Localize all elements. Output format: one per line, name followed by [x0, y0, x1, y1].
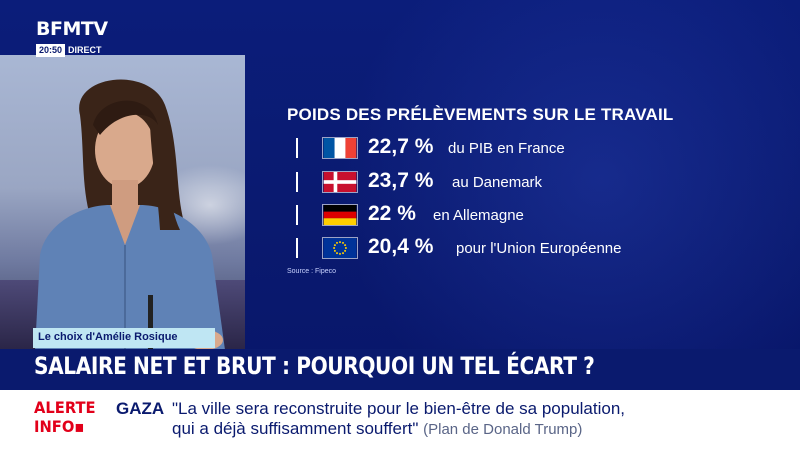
presenter-figure	[35, 79, 225, 350]
stat-label: du PIB en France	[448, 140, 565, 157]
stat-label: au Danemark	[452, 174, 543, 191]
france-flag-icon	[322, 137, 358, 159]
germany-flag-icon	[322, 204, 358, 226]
stat-label: pour l'Union Européenne	[456, 240, 622, 257]
eu-flag-icon	[322, 237, 358, 259]
headline-bar: SALAIRE NET ET BRUT : POURQUOI UN TEL ÉC…	[0, 349, 800, 390]
ticker-text-line2: qui a déjà suffisamment souffert" (Plan …	[172, 419, 582, 439]
ticker-topic: GAZA	[116, 399, 165, 418]
row-marker	[296, 138, 298, 158]
stat-value: 22 %	[368, 202, 416, 225]
broadcast-stage: BFMTV 20:50 DIRECT POIDS DES PRÉLÈVEMENTS…	[0, 0, 800, 390]
ticker-attribution: (Plan de Donald Trump)	[423, 421, 583, 438]
stat-value: 23,7 %	[368, 169, 434, 192]
alert-dot-icon: ▪	[74, 417, 85, 436]
stat-value: 22,7 %	[368, 135, 434, 158]
source-note: Source : Fipeco	[287, 268, 337, 275]
headline: SALAIRE NET ET BRUT : POURQUOI UN TEL ÉC…	[34, 352, 595, 380]
presenter-video	[0, 55, 245, 350]
row-marker	[296, 238, 298, 258]
broadcast-time: 20:50	[36, 44, 66, 57]
alert-label-line1: ALERTE	[34, 398, 96, 417]
ticker-quote-end: qui a déjà suffisamment souffert"	[172, 419, 419, 438]
row-marker	[296, 205, 298, 225]
channel-name: BFMTV	[36, 18, 108, 40]
stat-value: 20,4 %	[368, 235, 434, 258]
denmark-flag-icon	[322, 171, 358, 193]
live-label: DIRECT	[68, 45, 102, 55]
presenter-name-tag: Le choix d'Amélie Rosique	[33, 328, 215, 348]
stat-label: en Allemagne	[433, 207, 524, 224]
row-marker	[296, 172, 298, 192]
alert-info-label: ALERTE INFO▪	[34, 398, 108, 436]
infographic-title: POIDS DES PRÉLÈVEMENTS SUR LE TRAVAIL	[287, 105, 674, 124]
news-ticker: ALERTE INFO▪ GAZA "La ville sera reconst…	[0, 390, 800, 450]
alert-label-line2: INFO	[34, 417, 75, 436]
channel-logo: BFMTV 20:50 DIRECT	[36, 18, 114, 58]
ticker-text-line1: "La ville sera reconstruite pour le bien…	[172, 399, 626, 418]
